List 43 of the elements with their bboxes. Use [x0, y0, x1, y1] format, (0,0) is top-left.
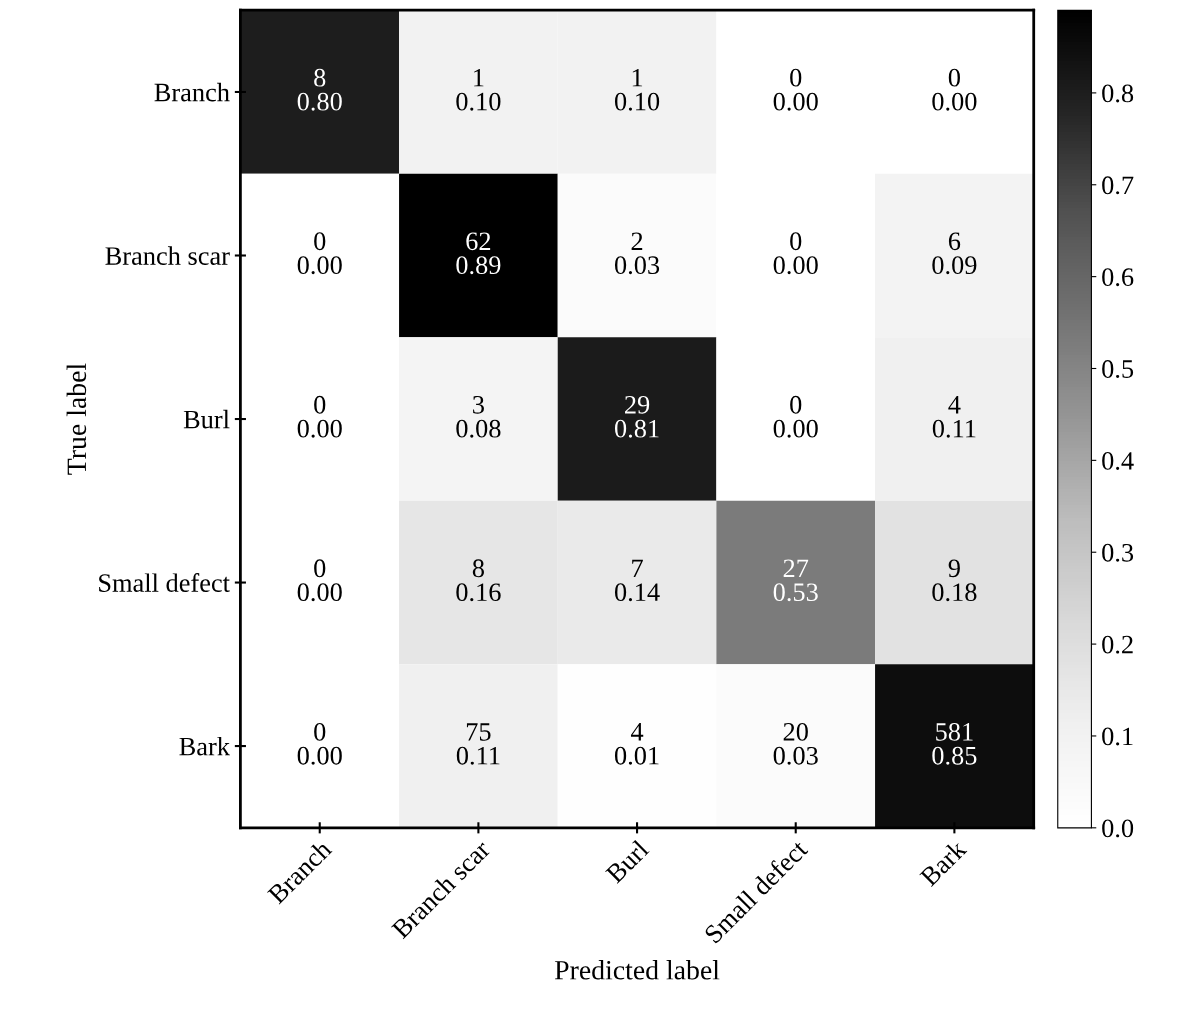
x-tick-label: Bark: [918, 838, 968, 888]
data-label: 75 0.11: [456, 723, 500, 765]
data-label: 1 0.10: [614, 68, 660, 111]
data-label: 0 0.00: [297, 559, 342, 602]
color-bar-label: 0.8: [1102, 84, 1134, 103]
data-label: 0 0.00: [297, 722, 342, 765]
color-bar-label: 0.0: [1102, 819, 1134, 838]
data-label: 20 0.03: [773, 722, 818, 765]
y-axis-title: True label: [66, 363, 87, 475]
data-label: 1 0.10: [456, 68, 501, 111]
data-label: 7 0.14: [614, 559, 660, 602]
data-label: 0 0.00: [773, 395, 818, 438]
data-label: 8 0.80: [297, 68, 342, 111]
y-tick-label: Small defect: [99, 573, 230, 592]
color-bar-label: 0.3: [1102, 543, 1134, 562]
color-bar-label: 0.7: [1102, 176, 1134, 195]
data-label: 0 0.00: [932, 68, 977, 111]
data-label: 9 0.18: [932, 559, 977, 602]
x-axis-title: Predicted label: [554, 960, 720, 980]
data-label: 4 0.01: [614, 723, 659, 765]
data-label: 6 0.09: [932, 232, 977, 275]
data-label: 0 0.00: [297, 395, 342, 438]
color-bar-label: 0.5: [1102, 360, 1134, 379]
data-label: 0 0.00: [773, 68, 818, 111]
data-label: 8 0.16: [456, 559, 501, 602]
color-bar-label: 0.2: [1102, 635, 1133, 654]
y-tick-label: Burl: [183, 409, 230, 429]
data-label: 2 0.03: [614, 232, 660, 275]
data-label: 27 0.53: [773, 559, 818, 602]
color-bar-label: 0.6: [1102, 268, 1134, 287]
data-label: 581 0.85: [932, 722, 977, 765]
data-label: 29 0.81: [614, 395, 659, 438]
color-bar-label: 0.4: [1102, 451, 1134, 470]
y-tick-label: Branch: [154, 82, 230, 102]
data-label: 0 0.00: [297, 232, 342, 275]
data-label: 3 0.08: [456, 395, 501, 438]
x-tick-label: Burl: [604, 838, 650, 885]
data-label: 4 0.11: [932, 396, 976, 438]
color-bar-label: 0.1: [1102, 727, 1133, 746]
data-label: 62 0.89: [456, 232, 501, 275]
y-tick-label: Bark: [179, 736, 230, 756]
data-label: 0 0.00: [773, 232, 818, 275]
y-tick-label: Branch scar: [105, 246, 230, 265]
